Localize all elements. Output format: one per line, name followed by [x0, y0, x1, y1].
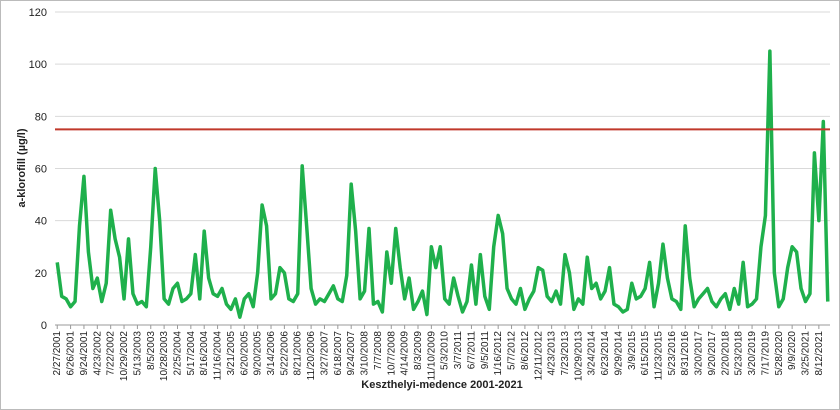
x-tick-label: 5/23/2018 [734, 331, 745, 376]
data-line [55, 49, 830, 319]
x-tick-label: 5/17/2004 [186, 331, 197, 376]
x-tick-label: 10/29/2002 [119, 331, 130, 381]
x-tick-label: 8/6/2012 [520, 331, 531, 370]
x-axis-title: Keszthelyi-medence 2001-2021 [361, 379, 522, 391]
x-tick-label: 7/22/2002 [106, 331, 117, 376]
x-tick-label: 5/28/2020 [774, 331, 785, 376]
y-tick-label: 0 [41, 320, 47, 332]
x-tick-label: 12/11/2012 [533, 331, 544, 381]
x-tick-label: 5/13/2003 [132, 331, 143, 376]
x-tick-label: 5/3/2010 [440, 331, 451, 370]
x-tick-label: 10/29/2013 [573, 331, 584, 381]
y-tick-label: 40 [35, 216, 47, 228]
x-tick-label: 8/16/2004 [199, 331, 210, 376]
x-tick-label: 2/25/2004 [172, 331, 183, 376]
x-tick-label: 8/21/2006 [293, 331, 304, 376]
x-tick-label: 9/20/2005 [253, 331, 264, 376]
x-tick-label: 9/20/2017 [707, 331, 718, 376]
y-tick-label: 80 [35, 111, 47, 123]
x-tick-label: 3/24/2014 [587, 331, 598, 376]
x-tick-label: 11/23/2015 [654, 331, 665, 381]
x-tick-label: 11/10/2009 [426, 331, 437, 381]
y-tick-label: 120 [29, 7, 47, 19]
x-tick-label: 8/12/2021 [814, 331, 825, 376]
x-tick-label: 3/20/2017 [694, 331, 705, 376]
x-tick-label: 3/7/2011 [453, 331, 464, 370]
x-tick-label: 9/24/2007 [346, 331, 357, 376]
x-tick-label: 7/17/2019 [760, 331, 771, 376]
x-tick-label: 3/20/2019 [747, 331, 758, 376]
x-tick-label: 4/14/2009 [400, 331, 411, 376]
x-tick-label: 3/14/2006 [266, 331, 277, 376]
x-tick-label: 7/23/2013 [560, 331, 571, 376]
x-tick-label: 11/20/2006 [306, 331, 317, 381]
y-tick-label: 100 [29, 59, 47, 71]
x-tick-label: 4/23/2002 [92, 331, 103, 376]
x-tick-label: 9/24/2001 [79, 331, 90, 376]
x-tick-label: 3/27/2007 [319, 331, 330, 376]
x-tick-label: 9/5/2011 [480, 331, 491, 370]
x-tick-label: 3/9/2015 [627, 331, 638, 370]
x-tick-label: 6/7/2011 [466, 331, 477, 370]
y-axis-title: a-klorofill (µg/l) [16, 128, 28, 207]
x-tick-label: 3/21/2005 [226, 331, 237, 376]
x-tick-label: 5/23/2016 [667, 331, 678, 376]
x-tick-label: 6/26/2001 [66, 331, 77, 376]
x-tick-label: 6/20/2005 [239, 331, 250, 376]
x-tick-label: 5/7/2012 [507, 331, 518, 370]
y-tick-label: 20 [35, 268, 47, 280]
x-tick-label: 10/28/2003 [159, 331, 170, 381]
x-tick-label: 5/22/2006 [279, 331, 290, 376]
x-tick-label: 6/15/2015 [640, 331, 651, 376]
y-tick-label: 60 [35, 164, 47, 176]
x-tick-label: 9/9/2020 [787, 331, 798, 370]
x-tick-label: 6/18/2007 [333, 331, 344, 376]
x-tick-label: 7/7/2008 [373, 331, 384, 370]
x-tick-label: 6/23/2014 [600, 331, 611, 376]
x-tick-label: 11/16/2004 [213, 331, 224, 381]
x-tick-label: 4/23/2013 [547, 331, 558, 376]
x-tick-label: 8/31/2016 [680, 331, 691, 376]
x-tick-label: 8/3/2009 [413, 331, 424, 370]
x-tick-label: 3/25/2021 [801, 331, 812, 376]
x-tick-label: 2/27/2001 [52, 331, 63, 376]
x-tick-label: 8/5/2003 [146, 331, 157, 370]
x-tick-label: 9/29/2014 [613, 331, 624, 376]
x-tick-label: 1/16/2012 [493, 331, 504, 376]
x-tick-label: 2/20/2018 [720, 331, 731, 376]
x-tick-label: 3/10/2008 [360, 331, 371, 376]
x-tick-label: 10/7/2008 [386, 331, 397, 376]
